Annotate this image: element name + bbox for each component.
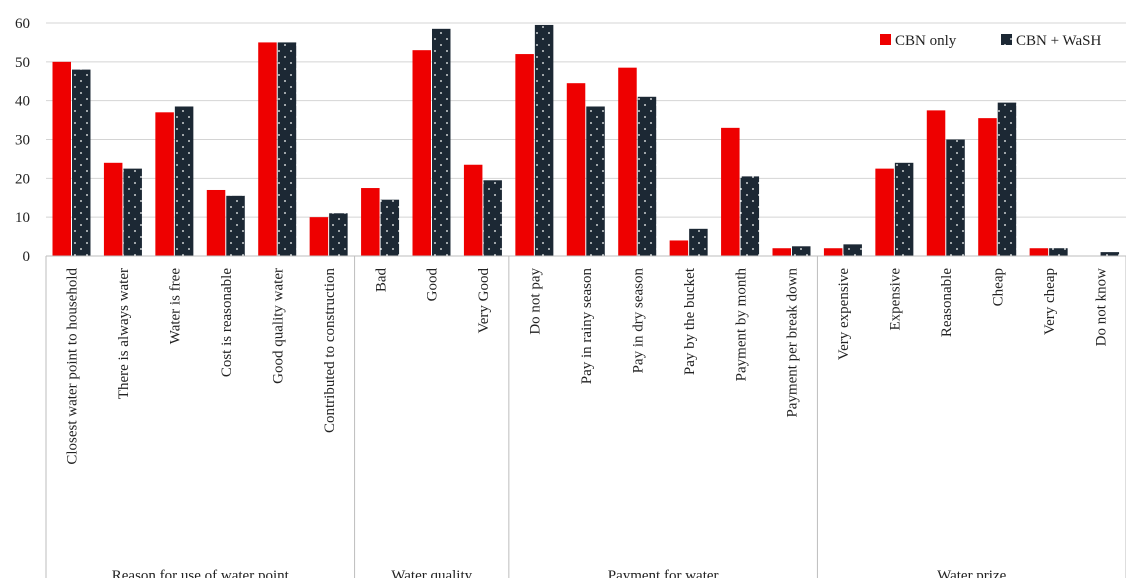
category-label: Do not pay bbox=[528, 268, 544, 335]
y-tick-label: 10 bbox=[15, 210, 30, 226]
bar-cbn-only bbox=[978, 118, 997, 257]
category-label: Cost is reasonable bbox=[219, 268, 235, 377]
bar-cbn-only bbox=[258, 42, 277, 256]
category-label: There is always water bbox=[116, 268, 132, 399]
bar-cbn-wash bbox=[843, 244, 862, 256]
legend-label: CBN only bbox=[895, 33, 957, 49]
bar-cbn-only bbox=[721, 127, 740, 256]
group-label: Payment for water bbox=[608, 568, 719, 578]
bar-cbn-wash bbox=[380, 199, 400, 256]
y-tick-label: 30 bbox=[15, 133, 30, 149]
bar-cbn-wash bbox=[72, 69, 91, 256]
category-label: Cheap bbox=[990, 268, 1006, 306]
bar-cbn-wash bbox=[637, 96, 657, 257]
bar-cbn-wash bbox=[174, 106, 194, 256]
bar-cbn-wash bbox=[740, 176, 760, 256]
bars bbox=[52, 24, 1120, 257]
category-label: Very cheap bbox=[1042, 268, 1058, 335]
category-label: Bad bbox=[373, 268, 389, 293]
group-label: Water prize bbox=[937, 568, 1007, 578]
bar-cbn-only bbox=[155, 112, 174, 256]
bar-cbn-wash bbox=[1100, 252, 1120, 256]
legend-swatch-cbn-wash bbox=[1001, 34, 1012, 45]
category-label: Good bbox=[425, 268, 441, 302]
category-label: Pay in dry season bbox=[630, 268, 646, 374]
bar-cbn-only bbox=[772, 248, 791, 256]
category-label: Contributed to construction bbox=[322, 268, 338, 433]
bar-cbn-only bbox=[206, 189, 226, 256]
y-tick-label: 0 bbox=[23, 249, 31, 265]
y-tick-label: 40 bbox=[15, 94, 30, 110]
bar-cbn-only bbox=[361, 188, 380, 256]
category-label: Payment per break down bbox=[785, 268, 801, 418]
bar-cbn-only bbox=[103, 162, 123, 256]
y-tick-label: 50 bbox=[15, 55, 30, 71]
bar-cbn-only bbox=[515, 54, 534, 256]
category-label: Water is free bbox=[168, 268, 184, 345]
bar-cbn-only bbox=[309, 217, 329, 256]
category-label: Do not know bbox=[1093, 268, 1109, 347]
bar-cbn-wash bbox=[432, 28, 451, 257]
bar-cbn-wash bbox=[792, 246, 811, 256]
legend-label: CBN + WaSH bbox=[1016, 33, 1101, 49]
bar-cbn-wash bbox=[483, 180, 502, 256]
bar-cbn-only bbox=[618, 67, 637, 257]
category-label: Reasonable bbox=[939, 268, 955, 337]
bar-cbn-only bbox=[926, 110, 946, 256]
x-axis: Reason for use of water point Closest wat… bbox=[45, 255, 1126, 578]
bar-cbn-wash bbox=[1049, 248, 1068, 256]
bar-cbn-only bbox=[463, 164, 483, 256]
bar-cbn-only bbox=[823, 248, 843, 256]
gridlines bbox=[46, 22, 1126, 257]
bar-cbn-only bbox=[875, 168, 894, 256]
bar-cbn-only bbox=[52, 61, 71, 257]
bar-cbn-wash bbox=[946, 139, 965, 256]
y-axis-ticks: 0 10 20 30 40 50 60 bbox=[15, 16, 30, 265]
category-label: Pay in rainy season bbox=[579, 268, 595, 385]
group-label: Water quality bbox=[391, 568, 472, 578]
bar-cbn-only bbox=[412, 50, 431, 256]
category-label: Very expensive bbox=[836, 268, 852, 360]
group-label: Reason for use of water point bbox=[112, 568, 290, 578]
y-tick-label: 60 bbox=[15, 16, 30, 32]
bar-cbn-wash bbox=[586, 106, 605, 256]
bar-cbn-only bbox=[669, 240, 689, 256]
bar-cbn-only bbox=[1029, 248, 1049, 256]
category-label: Pay by the bucket bbox=[682, 267, 698, 375]
bar-cbn-only bbox=[566, 83, 586, 256]
bar-cbn-wash bbox=[534, 24, 554, 256]
bar-cbn-wash bbox=[894, 162, 914, 256]
category-label: Payment by month bbox=[733, 268, 749, 382]
y-tick-label: 20 bbox=[15, 171, 30, 187]
category-label: Closest water point to household bbox=[65, 268, 81, 465]
legend: CBN only CBN + WaSH bbox=[880, 33, 1101, 49]
bar-cbn-wash bbox=[123, 168, 142, 256]
category-label: Very Good bbox=[476, 268, 492, 334]
bar-cbn-wash bbox=[689, 228, 708, 256]
bar-cbn-wash bbox=[329, 213, 348, 256]
category-label: Expensive bbox=[888, 268, 904, 331]
bar-cbn-wash bbox=[997, 102, 1017, 256]
category-label: Good quality water bbox=[270, 268, 286, 384]
bar-cbn-wash bbox=[226, 195, 245, 256]
legend-swatch-cbn-only bbox=[880, 34, 891, 45]
bar-cbn-wash bbox=[277, 42, 297, 256]
